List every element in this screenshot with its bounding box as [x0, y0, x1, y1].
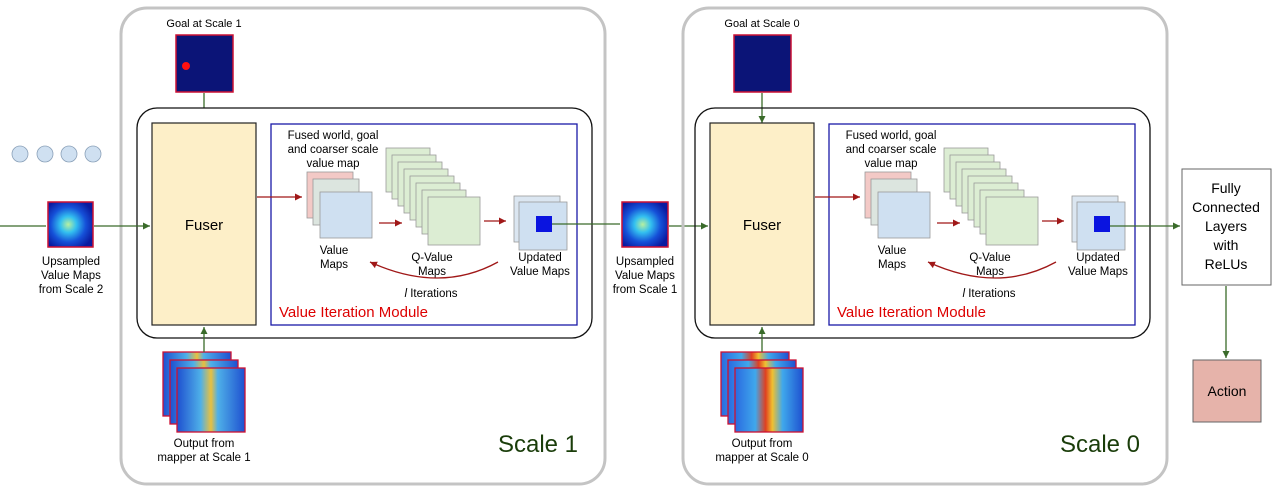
scale0-value-maps-label-2: Maps — [878, 259, 906, 271]
fc-label-1: Fully — [1211, 180, 1241, 196]
scale1-value-map-front — [319, 191, 373, 239]
scale1-goal-label: Goal at Scale 1 — [166, 18, 241, 30]
scale0-fused-label-1: Fused world, goal — [846, 130, 937, 142]
scale2-label-1: Upsampled — [42, 256, 100, 268]
ellipsis-dot-4 — [84, 145, 102, 163]
scale1-fused-label-1: Fused world, goal — [288, 130, 379, 142]
scale0-vi-label: Value Iteration Module — [837, 304, 986, 321]
scale1-vi-label: Value Iteration Module — [279, 304, 428, 321]
scale1-mapper-label-2: mapper at Scale 1 — [157, 452, 250, 464]
scale1-mapper-label-1: Output from — [174, 438, 235, 450]
scale1-goal-marker — [182, 62, 190, 70]
scale1-q-value-label-2: Maps — [418, 266, 446, 278]
scale0-q-value-label-1: Q-Value — [969, 252, 1010, 264]
between-label-3: from Scale 1 — [613, 284, 678, 296]
scale1-updated-label-1: Updated — [518, 252, 561, 264]
scale0-q-value-label-2: Maps — [976, 266, 1004, 278]
scale0-iteration-loop-arrow — [927, 261, 1057, 279]
scale0-q-value-stack — [943, 147, 1039, 246]
scale1-iterations-label: l Iterations — [404, 288, 457, 300]
scale1-value-maps-label-2: Maps — [320, 259, 348, 271]
scale0-inner-panel — [694, 107, 1151, 339]
scale0-fuser-label: Fuser — [743, 217, 781, 234]
scale2-label-2: Value Maps — [41, 270, 101, 282]
scale2-label-3: from Scale 2 — [39, 284, 104, 296]
scale0-goal-map — [733, 34, 792, 93]
scale1-iteration-loop-arrow — [369, 261, 499, 279]
ellipsis-dot-1 — [11, 145, 29, 163]
scale0-mapper-label-2: mapper at Scale 0 — [715, 452, 808, 464]
fc-layers-box — [1181, 168, 1272, 286]
scale0-value-maps-label-1: Value — [878, 245, 907, 257]
scale1-fuser-label: Fuser — [185, 217, 223, 234]
fc-label-3: Layers — [1205, 218, 1247, 234]
scale0-title: Scale 0 — [1060, 431, 1140, 458]
scale1-mapper-output-stack — [162, 351, 246, 433]
fc-label-2: Connected — [1192, 199, 1260, 215]
scale0-fused-label-2: and coarser scale — [846, 144, 937, 156]
action-box — [1192, 359, 1262, 423]
scale0-updated-label-1: Updated — [1076, 252, 1119, 264]
scale1-updated-marker — [536, 216, 552, 232]
ellipsis-dot-2 — [36, 145, 54, 163]
fc-label-4: with — [1213, 237, 1239, 253]
scale1-q-value-stack — [385, 147, 481, 246]
scale0-value-map-front — [877, 191, 931, 239]
scale1-upsampled-map — [621, 201, 669, 248]
scale0-fused-label-3: value map — [864, 158, 917, 170]
action-label: Action — [1208, 383, 1247, 399]
scale0-outer-panel — [681, 6, 1169, 486]
ellipsis-dot-3 — [60, 145, 78, 163]
scale0-mapper-label-1: Output from — [732, 438, 793, 450]
scale0-goal-label: Goal at Scale 0 — [724, 18, 799, 30]
fc-label-5: ReLUs — [1205, 256, 1248, 272]
scale1-q-value-label-1: Q-Value — [411, 252, 452, 264]
scale2-upsampled-map — [47, 201, 94, 248]
scale0-mapper-output-stack — [720, 351, 804, 433]
scale1-fuser-block — [151, 122, 257, 326]
scale1-title: Scale 1 — [498, 431, 578, 458]
scale0-fuser-block — [709, 122, 815, 326]
scale1-fused-label-2: and coarser scale — [288, 144, 379, 156]
scale0-value-iteration-module — [828, 123, 1136, 326]
scale0-iterations-label: l Iterations — [962, 288, 1015, 300]
scale1-value-maps-label-1: Value — [320, 245, 349, 257]
between-label-1: Upsampled — [616, 256, 674, 268]
scale1-updated-label-2: Value Maps — [510, 266, 570, 278]
between-label-2: Value Maps — [615, 270, 675, 282]
scale0-updated-marker — [1094, 216, 1110, 232]
scale1-fused-label-3: value map — [306, 158, 359, 170]
scale0-updated-label-2: Value Maps — [1068, 266, 1128, 278]
